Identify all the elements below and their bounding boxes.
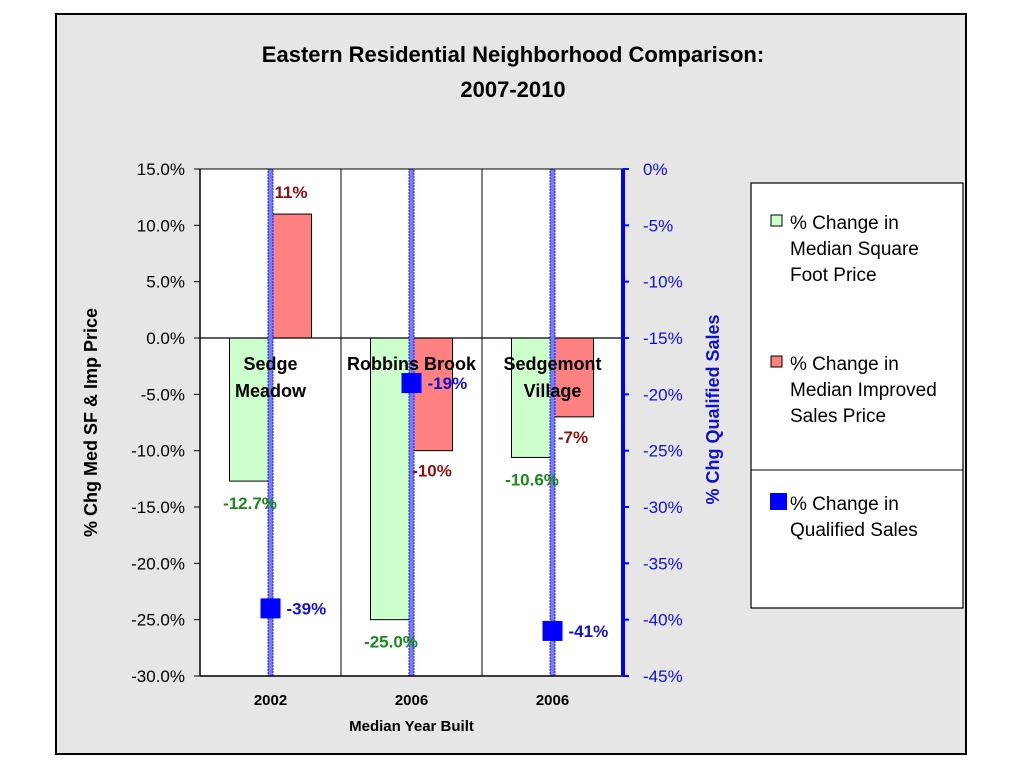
bar-sf-price: [511, 337, 553, 458]
y-tick-label: 15.0%: [137, 160, 185, 179]
chart-area: Eastern Residential Neighborhood Compari…: [55, 13, 967, 755]
y2-tick-label: -10%: [643, 273, 683, 292]
sales-marker: [542, 620, 563, 641]
data-label-qualified-sales: -41%: [569, 622, 609, 641]
data-label-improved-price: -7%: [558, 428, 588, 447]
legend-entry-text: Sales Price: [790, 406, 886, 427]
legend-swatch-improved-price: [770, 355, 783, 368]
y2-tick-label: -15%: [643, 329, 683, 348]
y2-tick-label: -40%: [643, 611, 683, 630]
chart-svg: Eastern Residential Neighborhood Compari…: [81, 42, 964, 735]
chart-subtitle: 2007-2010: [460, 77, 565, 102]
y2-tick-label: 0%: [643, 160, 668, 179]
data-label-improved-price: 11%: [274, 183, 307, 202]
sales-marker: [260, 598, 281, 619]
data-label-qualified-sales: -39%: [287, 599, 327, 618]
data-label-improved-price: -10%: [412, 462, 452, 481]
y-tick-label: -5.0%: [141, 385, 185, 404]
legend-entry-text: Foot Price: [790, 265, 877, 286]
legend-entry-text: % Change in: [790, 213, 899, 234]
legend-entry-text: Median Square: [790, 239, 919, 260]
legend-entry-text: Median Improved: [790, 380, 937, 401]
x-tick-label: 2002: [254, 692, 287, 709]
y2-tick-label: -5%: [643, 216, 673, 235]
legend-entry-text: % Change in: [790, 494, 899, 515]
y2-tick-label: -20%: [643, 385, 683, 404]
chart-title: Eastern Residential Neighborhood Compari…: [262, 42, 764, 67]
data-label-qualified-sales: -19%: [428, 374, 468, 393]
y-tick-label: -15.0%: [131, 498, 185, 517]
y2-tick-label: -30%: [643, 498, 683, 517]
x-axis-title: Median Year Built: [349, 718, 474, 735]
y-tick-label: 10.0%: [137, 216, 185, 235]
y2-axis-title: % Chg Qualified Sales: [703, 314, 723, 504]
x-tick-label: 2006: [536, 692, 569, 709]
data-label-sf-price: -12.7%: [223, 494, 277, 513]
sales-drop-line: [408, 168, 415, 677]
y-tick-label: 5.0%: [146, 273, 185, 292]
legend-entry-text: % Change in: [790, 354, 899, 375]
y-axis-title: % Chg Med SF & Imp Price: [81, 308, 101, 537]
sales-marker: [401, 373, 422, 394]
legend-box: [750, 182, 964, 609]
neighborhood-label: Meadow: [235, 381, 307, 401]
legend-swatch-sf-price: [770, 214, 783, 227]
neighborhood-label: Sedgemont: [503, 354, 601, 374]
y-tick-label: -10.0%: [131, 442, 185, 461]
bar-improved-price: [552, 337, 594, 418]
y2-tick-label: -25%: [643, 442, 683, 461]
y-tick-label: -30.0%: [131, 667, 185, 686]
bar-improved-price: [411, 337, 453, 452]
y2-tick-label: -35%: [643, 554, 683, 573]
legend-swatch-qualified-sales: [770, 493, 787, 510]
x-tick-label: 2006: [395, 692, 428, 709]
data-label-sf-price: -10.6%: [505, 470, 559, 489]
y-tick-label: 0.0%: [146, 329, 185, 348]
neighborhood-label: Robbins Brook: [347, 354, 477, 374]
bar-improved-price: [270, 213, 312, 339]
y-tick-label: -25.0%: [131, 611, 185, 630]
sales-drop-line: [549, 168, 556, 677]
y2-tick-label: -45%: [643, 667, 683, 686]
plot-area: 15.0% 10.0% 5.0% 0.0% -5.0% -10.0% -15.0% -20.0…: [81, 160, 723, 735]
neighborhood-label: Sedge: [243, 354, 297, 374]
y-tick-label: -20.0%: [131, 554, 185, 573]
neighborhood-label: Village: [524, 381, 582, 401]
bar-sf-price: [229, 337, 271, 482]
data-label-sf-price: -25.0%: [364, 633, 418, 652]
legend: % Change in Median Square Foot Price % Chan…: [750, 182, 964, 609]
legend-entry-text: Qualified Sales: [790, 520, 918, 541]
